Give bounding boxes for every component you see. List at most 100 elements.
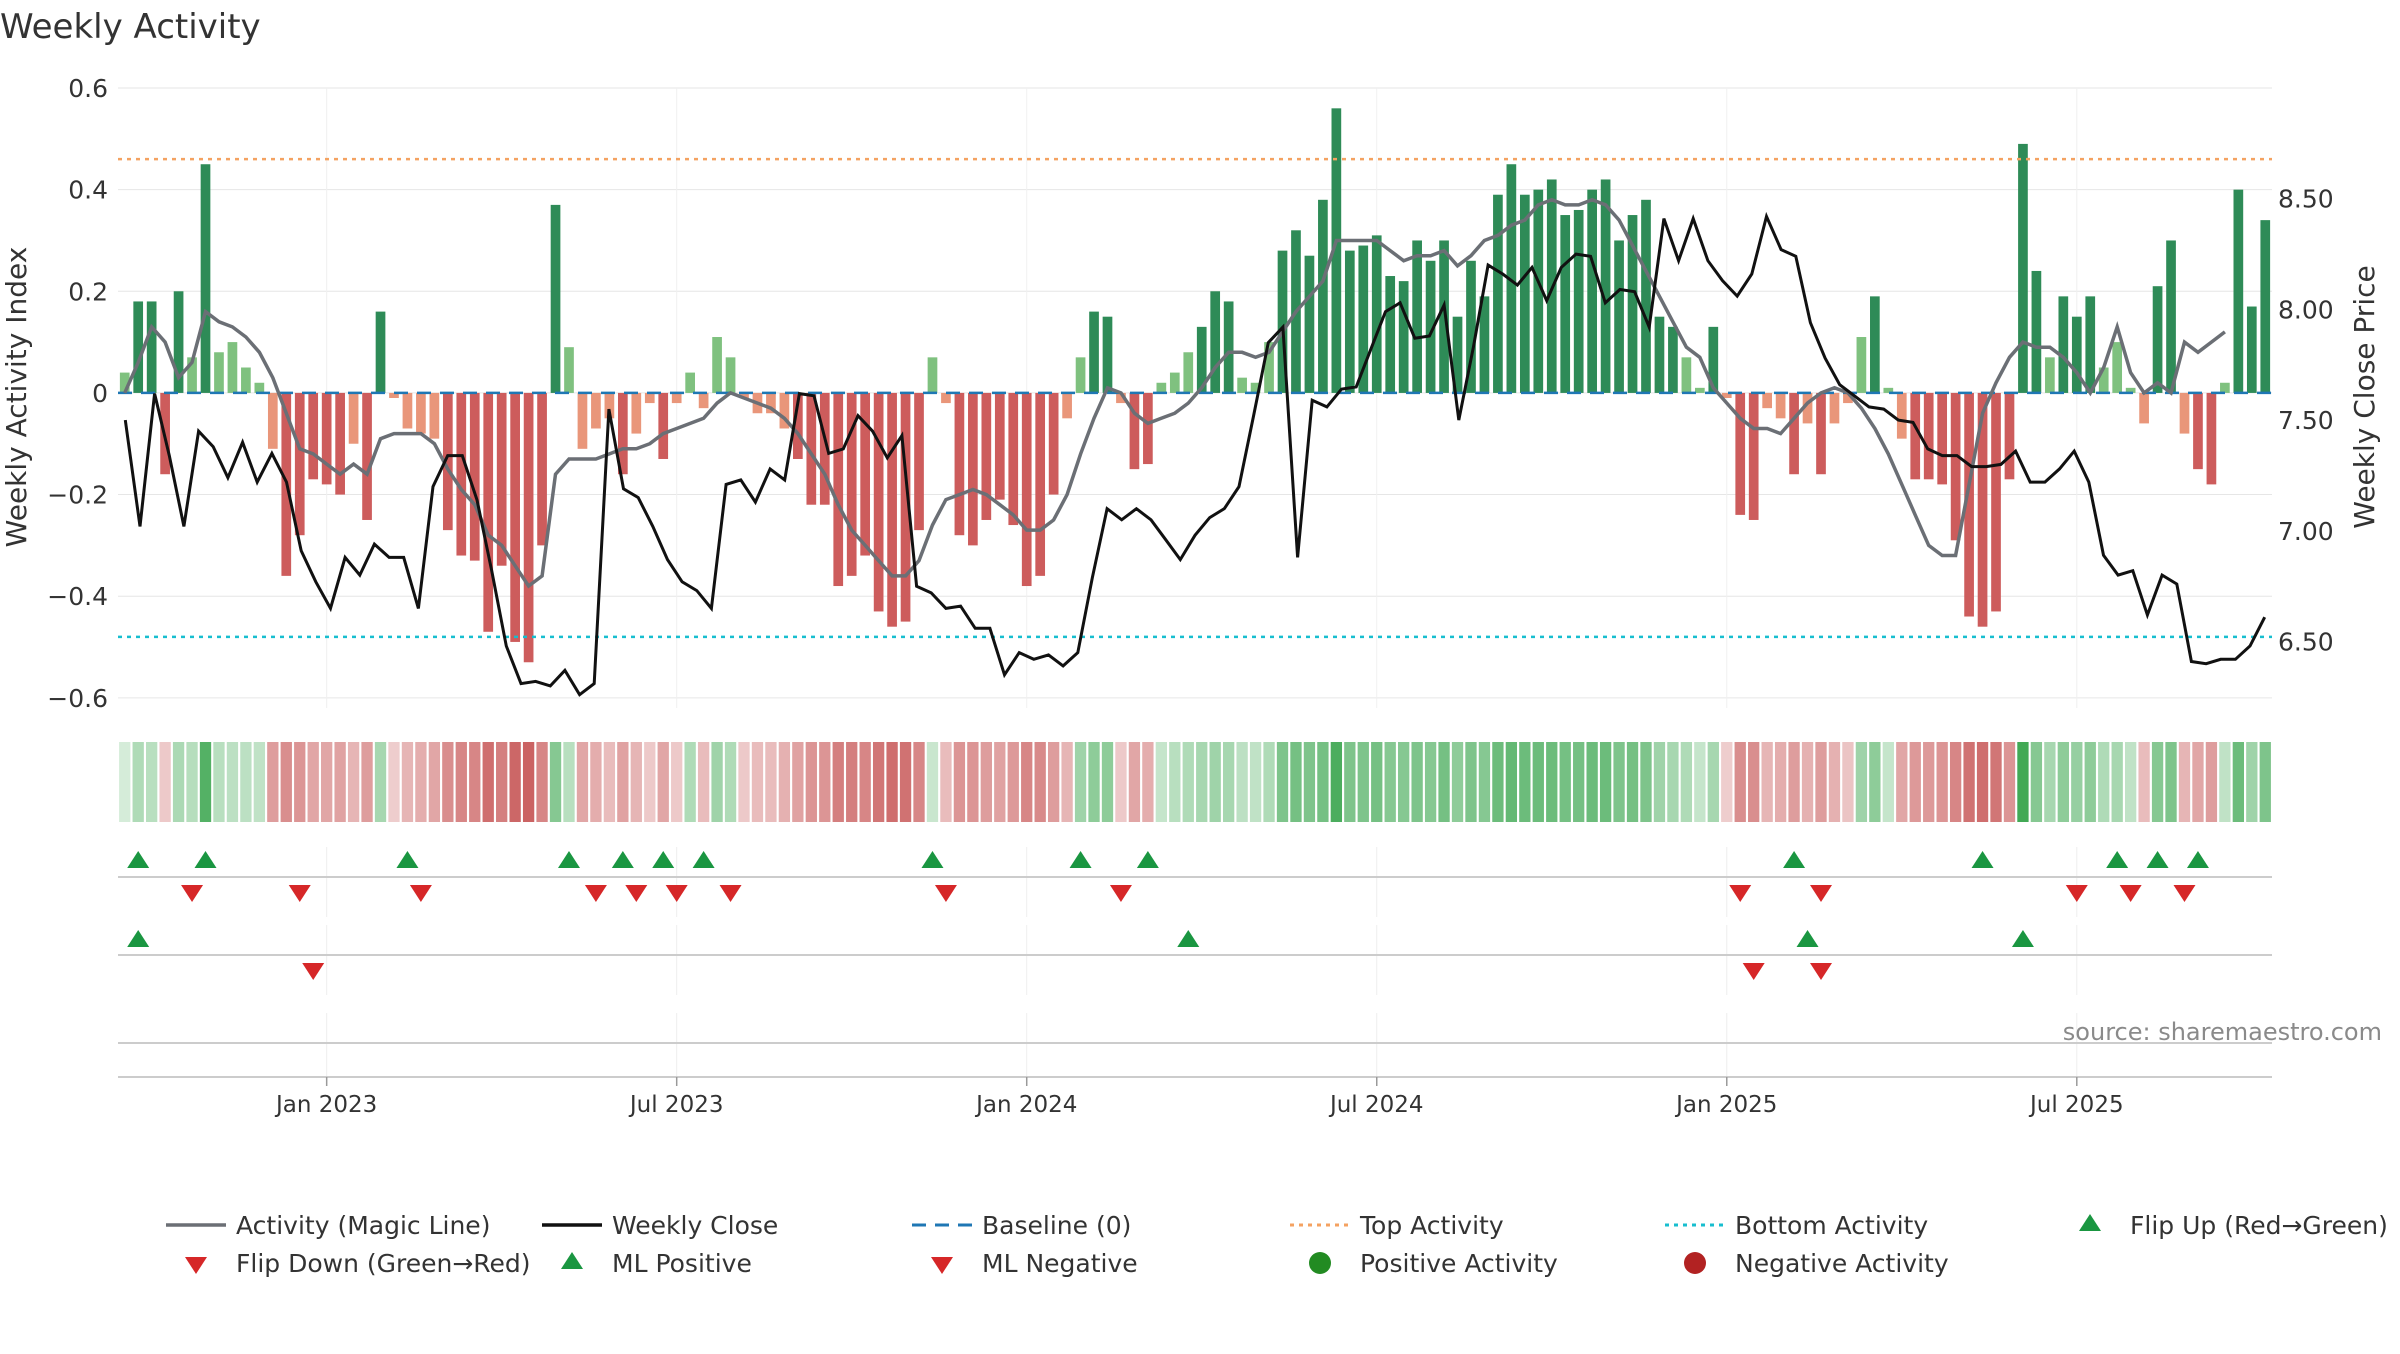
strip-cell: [1182, 742, 1194, 822]
activity-bar: [591, 392, 601, 429]
strip-cell: [1599, 742, 1612, 822]
strip-cell: [926, 742, 939, 822]
activity-bar: [2166, 240, 2176, 393]
strip-cell: [1788, 742, 1800, 822]
activity-bar: [2031, 270, 2042, 393]
strip-cell: [994, 742, 1006, 822]
activity-bar: [2206, 392, 2217, 485]
strip-cell: [2219, 742, 2231, 822]
activity-bar: [308, 392, 319, 480]
strip-cell: [1357, 742, 1369, 822]
activity-bar: [1223, 301, 1234, 393]
activity-bar: [1694, 387, 1705, 393]
activity-bar: [200, 164, 211, 393]
strip-cell: [563, 742, 575, 822]
activity-bar: [119, 372, 130, 393]
activity-bar: [1452, 316, 1463, 393]
activity-bar: [577, 392, 588, 449]
legend-item: Activity (Magic Line): [166, 1211, 490, 1240]
strip-cell: [2192, 742, 2204, 822]
activity-bar: [698, 392, 709, 409]
activity-bar: [779, 392, 790, 429]
y2-tick-label: 6.50: [2278, 628, 2334, 657]
flip-down-marker: [1729, 885, 1752, 902]
activity-bar: [1775, 392, 1786, 419]
strip-cell: [1196, 742, 1208, 822]
activity-bar: [1196, 326, 1207, 393]
strip-cell: [334, 742, 346, 822]
activity-bar: [1519, 194, 1530, 393]
activity-bar: [1896, 392, 1907, 439]
strip-cell: [1505, 742, 1518, 822]
activity-bar: [2220, 382, 2230, 393]
flip-up-marker: [194, 851, 217, 868]
strip-cell: [967, 742, 979, 822]
ml-markers: [118, 925, 2272, 995]
legend-item: Positive Activity: [1309, 1249, 1558, 1278]
strip-cell: [226, 742, 239, 822]
strip-cell: [1465, 742, 1477, 822]
activity-bar: [685, 372, 696, 393]
activity-bar: [981, 392, 992, 520]
activity-bar: [2004, 392, 2015, 480]
flip-up-marker: [611, 851, 634, 868]
flip-up-marker: [127, 851, 150, 868]
strip-cell: [819, 742, 831, 822]
strip-cell: [1276, 742, 1289, 822]
strip-cell: [1694, 742, 1706, 822]
activity-bar: [766, 392, 776, 414]
strip-cell: [186, 742, 198, 822]
activity-strip: [119, 742, 2271, 822]
activity-bar: [1102, 316, 1113, 393]
activity-bar: [1681, 357, 1692, 393]
flip-down-marker: [719, 885, 742, 902]
strip-cell: [1438, 742, 1450, 822]
strip-cell: [159, 742, 171, 822]
activity-bar: [1856, 337, 1867, 393]
strip-cell: [872, 742, 885, 822]
strip-cell: [886, 742, 898, 822]
y-tick-label: −0.2: [47, 481, 108, 510]
ml-positive-marker: [1177, 930, 1200, 947]
x-tick-label: Jan 2024: [974, 1092, 1077, 1118]
x-tick-label: Jan 2025: [1674, 1092, 1777, 1118]
activity-bar: [1991, 392, 2001, 612]
flip-down-marker: [2119, 885, 2142, 902]
activity-bar: [442, 392, 453, 531]
strip-cell: [455, 742, 467, 822]
strip-cell: [1815, 742, 1827, 822]
ml-negative-marker: [1742, 963, 1765, 980]
activity-bar: [712, 337, 722, 393]
legend-item: Flip Down (Green→Red): [185, 1249, 531, 1278]
activity-bar: [1318, 199, 1328, 393]
activity-bar: [2152, 286, 2163, 393]
activity-bar: [1735, 392, 1746, 515]
strip-cell: [2030, 742, 2043, 822]
strip-cell: [482, 742, 494, 822]
activity-bar: [1641, 199, 1651, 393]
weekly-close-line: [123, 211, 2267, 697]
strip-cell: [2259, 742, 2271, 822]
strip-cell: [2098, 742, 2110, 822]
activity-bar: [1304, 255, 1315, 393]
activity-bar: [1035, 392, 1046, 576]
legend-label: Flip Down (Green→Red): [236, 1249, 531, 1278]
activity-bar: [1977, 392, 1988, 627]
activity-bar: [2193, 392, 2203, 470]
flip-down-marker: [288, 885, 311, 902]
activity-bar: [1264, 342, 1274, 393]
activity-bar: [389, 392, 399, 398]
activity-bar: [1627, 215, 1638, 393]
activity-bar: [1964, 392, 1974, 617]
strip-cell: [792, 742, 804, 822]
activity-bar: [2112, 342, 2123, 393]
x-tick-label: Jan 2023: [274, 1092, 377, 1118]
strip-cell: [1088, 742, 1100, 822]
activity-bar: [1021, 392, 1032, 587]
flip-up-marker: [1136, 851, 1159, 868]
activity-bar: [550, 204, 561, 393]
strip-cell: [361, 742, 373, 822]
strip-cell: [374, 742, 387, 822]
activity-bar: [2139, 392, 2149, 424]
strip-cell: [1909, 742, 1921, 822]
